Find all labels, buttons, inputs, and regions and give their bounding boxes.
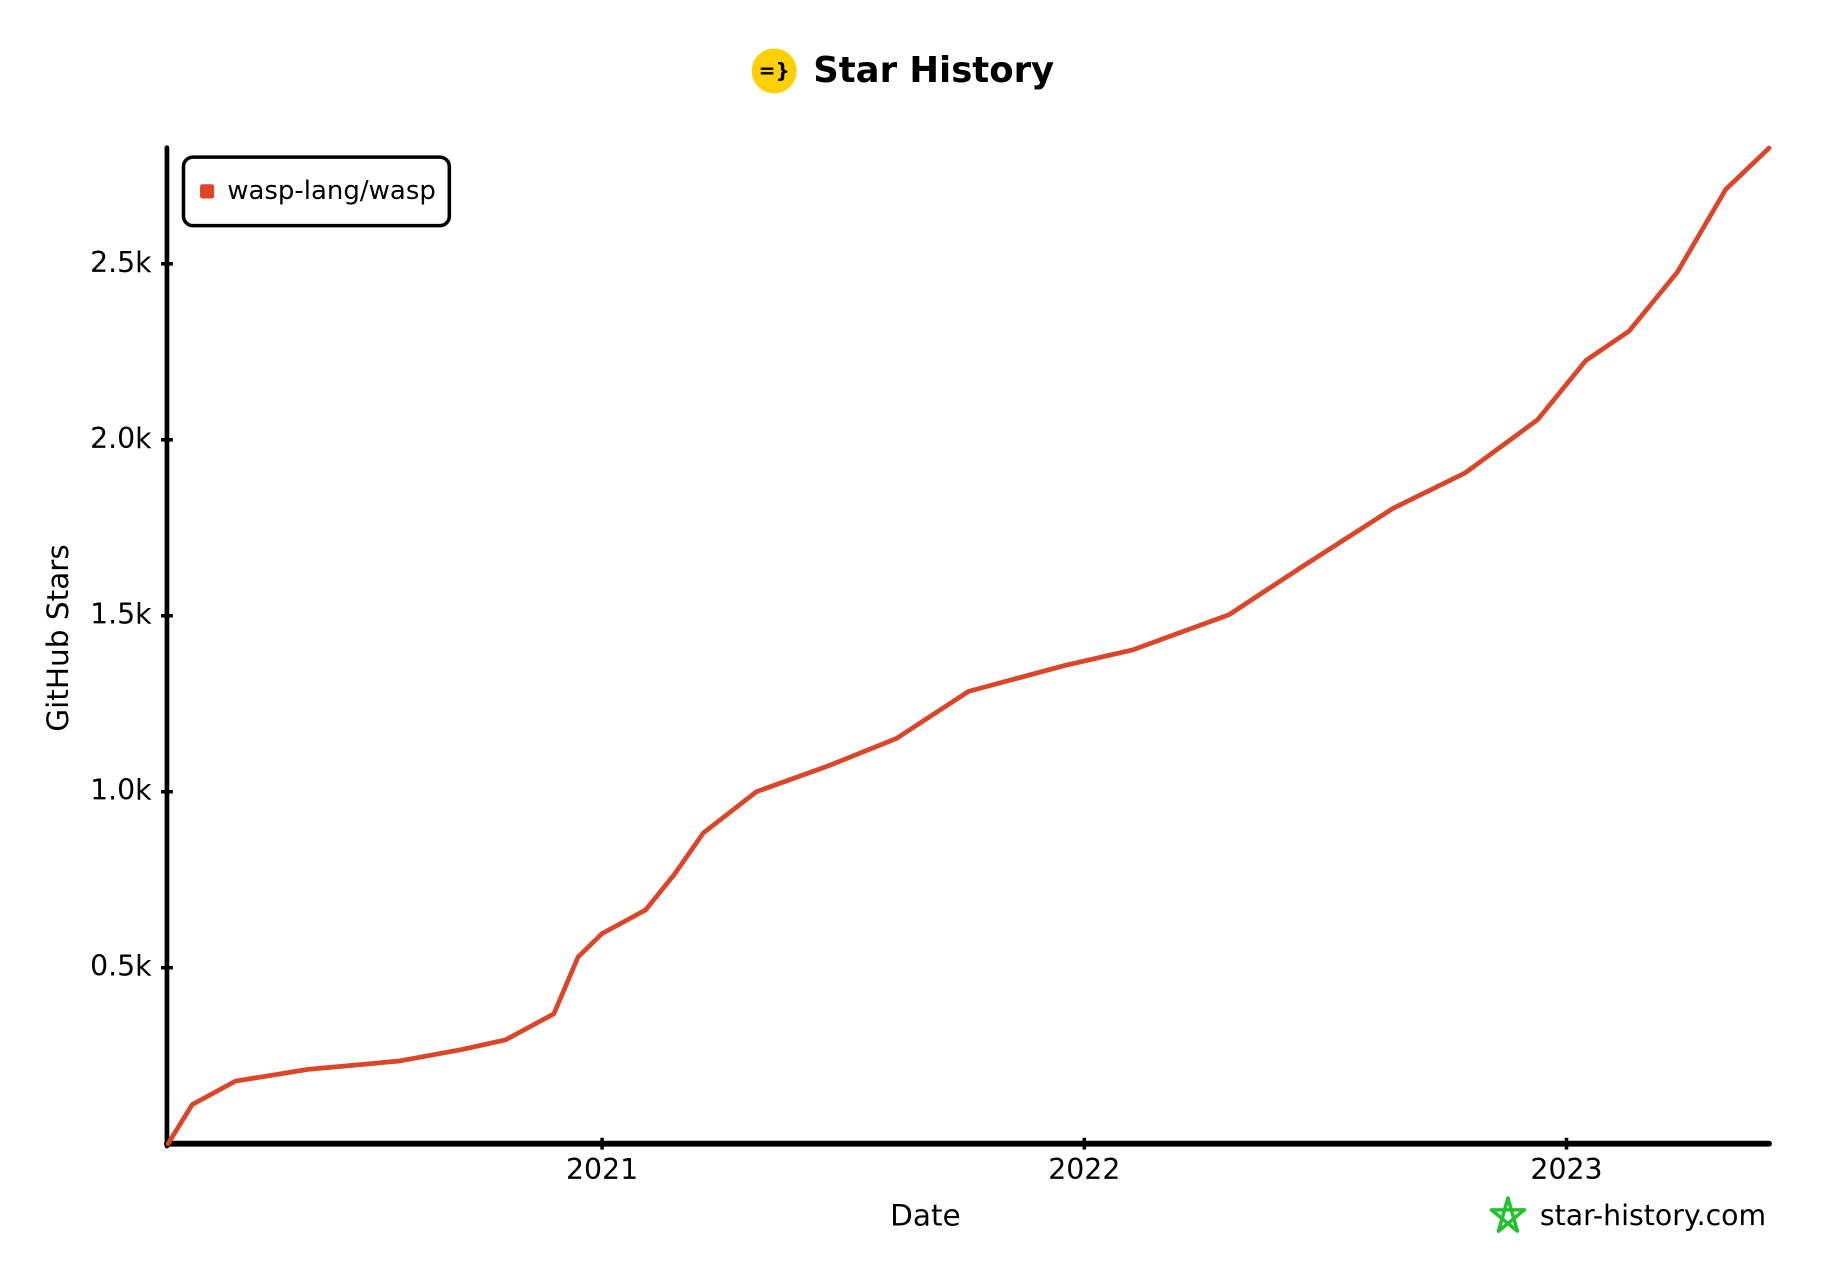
series-line	[165, 145, 1772, 1147]
y-tick-label: 2.5k	[90, 246, 152, 279]
y-tick-label: 0.5k	[90, 950, 152, 983]
chart-title: Star History	[813, 50, 1054, 91]
logo	[751, 48, 797, 94]
x-axis-title: Date	[890, 1198, 961, 1232]
legend-box	[181, 155, 452, 228]
y-tick-label: 2.0k	[90, 422, 152, 455]
x-tick-label: 2022	[1048, 1153, 1120, 1186]
x-tick-label: 2021	[566, 1153, 638, 1186]
legend: wasp-lang/wasp	[181, 155, 452, 228]
legend-swatch	[200, 184, 215, 199]
y-tick-label: 1.0k	[90, 774, 152, 807]
legend-label: wasp-lang/wasp	[227, 176, 436, 206]
y-tick-label: 1.5k	[90, 598, 152, 631]
watermark-icon	[1489, 1196, 1527, 1233]
logo-text: =}	[759, 59, 790, 83]
x-tick-label: 2023	[1530, 1153, 1602, 1186]
watermark-text: star-history.com	[1540, 1199, 1766, 1232]
y-axis-title: GitHub Stars	[41, 544, 75, 732]
plot: 0.5k 1.0k 1.5k 2.0k 2.5k 2021 2022 2023	[90, 145, 1772, 1186]
watermark: star-history.com	[1489, 1196, 1766, 1233]
